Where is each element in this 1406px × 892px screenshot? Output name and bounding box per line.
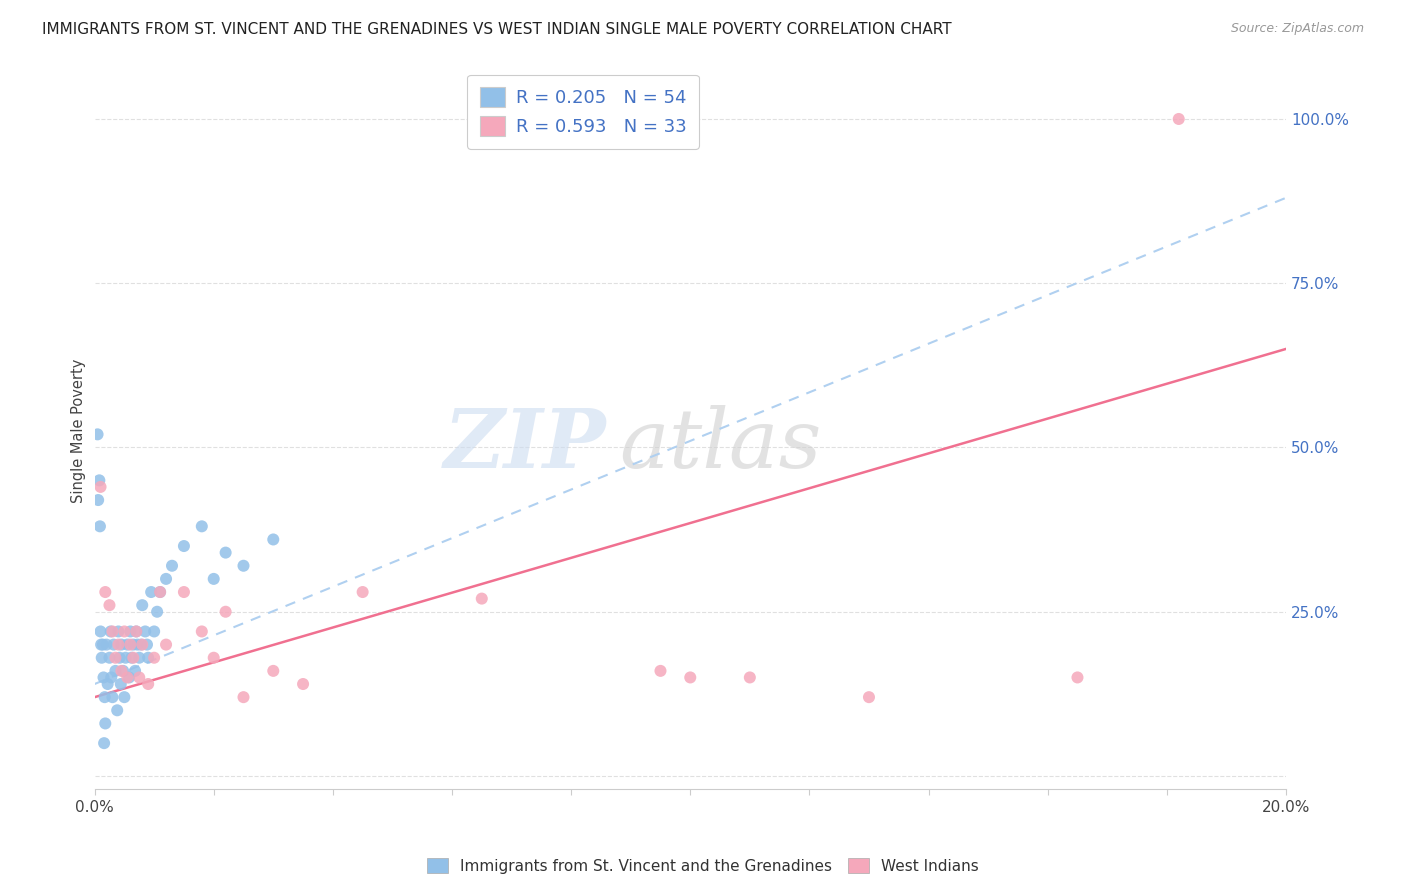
Point: [128, 650, 150, 665]
Point: [94, 716, 117, 731]
Point: [155, 638, 177, 652]
Point: [117, 670, 139, 684]
Point: [214, 605, 236, 619]
Point: [141, 585, 163, 599]
Point: [262, 664, 284, 678]
Point: [129, 638, 152, 652]
Point: [149, 585, 172, 599]
Point: [124, 664, 146, 678]
Point: [214, 546, 236, 560]
Point: [91, 638, 114, 652]
Point: [143, 650, 166, 665]
Point: [101, 690, 124, 705]
Point: [121, 650, 143, 665]
Point: [122, 650, 145, 665]
Point: [89, 519, 111, 533]
Point: [1167, 112, 1189, 126]
Text: atlas: atlas: [619, 405, 821, 485]
Text: ZIP: ZIP: [444, 405, 607, 485]
Point: [127, 638, 149, 652]
Point: [202, 650, 225, 665]
Point: [107, 638, 129, 652]
Point: [173, 539, 195, 553]
Point: [136, 677, 159, 691]
Point: [93, 670, 115, 684]
Point: [155, 572, 177, 586]
Point: [87, 493, 110, 508]
Point: [471, 591, 494, 606]
Point: [107, 624, 129, 639]
Point: [93, 690, 115, 705]
Point: [90, 650, 112, 665]
Point: [131, 598, 153, 612]
Point: [112, 624, 135, 639]
Point: [101, 624, 124, 639]
Legend: Immigrants from St. Vincent and the Grenadines, West Indians: Immigrants from St. Vincent and the Gren…: [420, 852, 986, 880]
Point: [160, 558, 183, 573]
Point: [191, 624, 214, 639]
Point: [858, 690, 880, 705]
Point: [90, 624, 112, 639]
Text: IMMIGRANTS FROM ST. VINCENT AND THE GRENADINES VS WEST INDIAN SINGLE MALE POVERT: IMMIGRANTS FROM ST. VINCENT AND THE GREN…: [42, 22, 952, 37]
Point: [136, 638, 159, 652]
Point: [292, 677, 315, 691]
Point: [110, 664, 132, 678]
Point: [136, 650, 159, 665]
Point: [112, 690, 135, 705]
Point: [105, 703, 128, 717]
Point: [131, 638, 153, 652]
Y-axis label: Single Male Poverty: Single Male Poverty: [72, 359, 86, 503]
Point: [114, 650, 136, 665]
Point: [108, 650, 131, 665]
Point: [232, 558, 254, 573]
Point: [98, 650, 121, 665]
Point: [104, 650, 127, 665]
Point: [100, 624, 122, 639]
Point: [90, 480, 112, 494]
Point: [86, 427, 108, 442]
Point: [202, 572, 225, 586]
Point: [97, 677, 120, 691]
Point: [94, 585, 117, 599]
Point: [112, 664, 135, 678]
Legend: R = 0.205   N = 54, R = 0.593   N = 33: R = 0.205 N = 54, R = 0.593 N = 33: [467, 75, 699, 149]
Point: [125, 624, 148, 639]
Point: [110, 638, 132, 652]
Point: [1066, 670, 1088, 684]
Point: [100, 670, 122, 684]
Point: [117, 638, 139, 652]
Point: [125, 624, 148, 639]
Point: [679, 670, 702, 684]
Point: [134, 624, 156, 639]
Point: [262, 533, 284, 547]
Point: [122, 638, 145, 652]
Point: [650, 664, 672, 678]
Point: [173, 585, 195, 599]
Point: [128, 670, 150, 684]
Point: [232, 690, 254, 705]
Point: [103, 638, 125, 652]
Text: Source: ZipAtlas.com: Source: ZipAtlas.com: [1230, 22, 1364, 36]
Point: [98, 598, 121, 612]
Point: [191, 519, 214, 533]
Point: [110, 677, 132, 691]
Point: [118, 670, 141, 684]
Point: [143, 624, 166, 639]
Point: [120, 638, 142, 652]
Point: [104, 664, 127, 678]
Point: [89, 473, 111, 487]
Point: [738, 670, 761, 684]
Point: [149, 585, 172, 599]
Point: [93, 736, 115, 750]
Point: [146, 605, 169, 619]
Point: [96, 638, 118, 652]
Point: [90, 638, 112, 652]
Point: [352, 585, 374, 599]
Point: [120, 624, 142, 639]
